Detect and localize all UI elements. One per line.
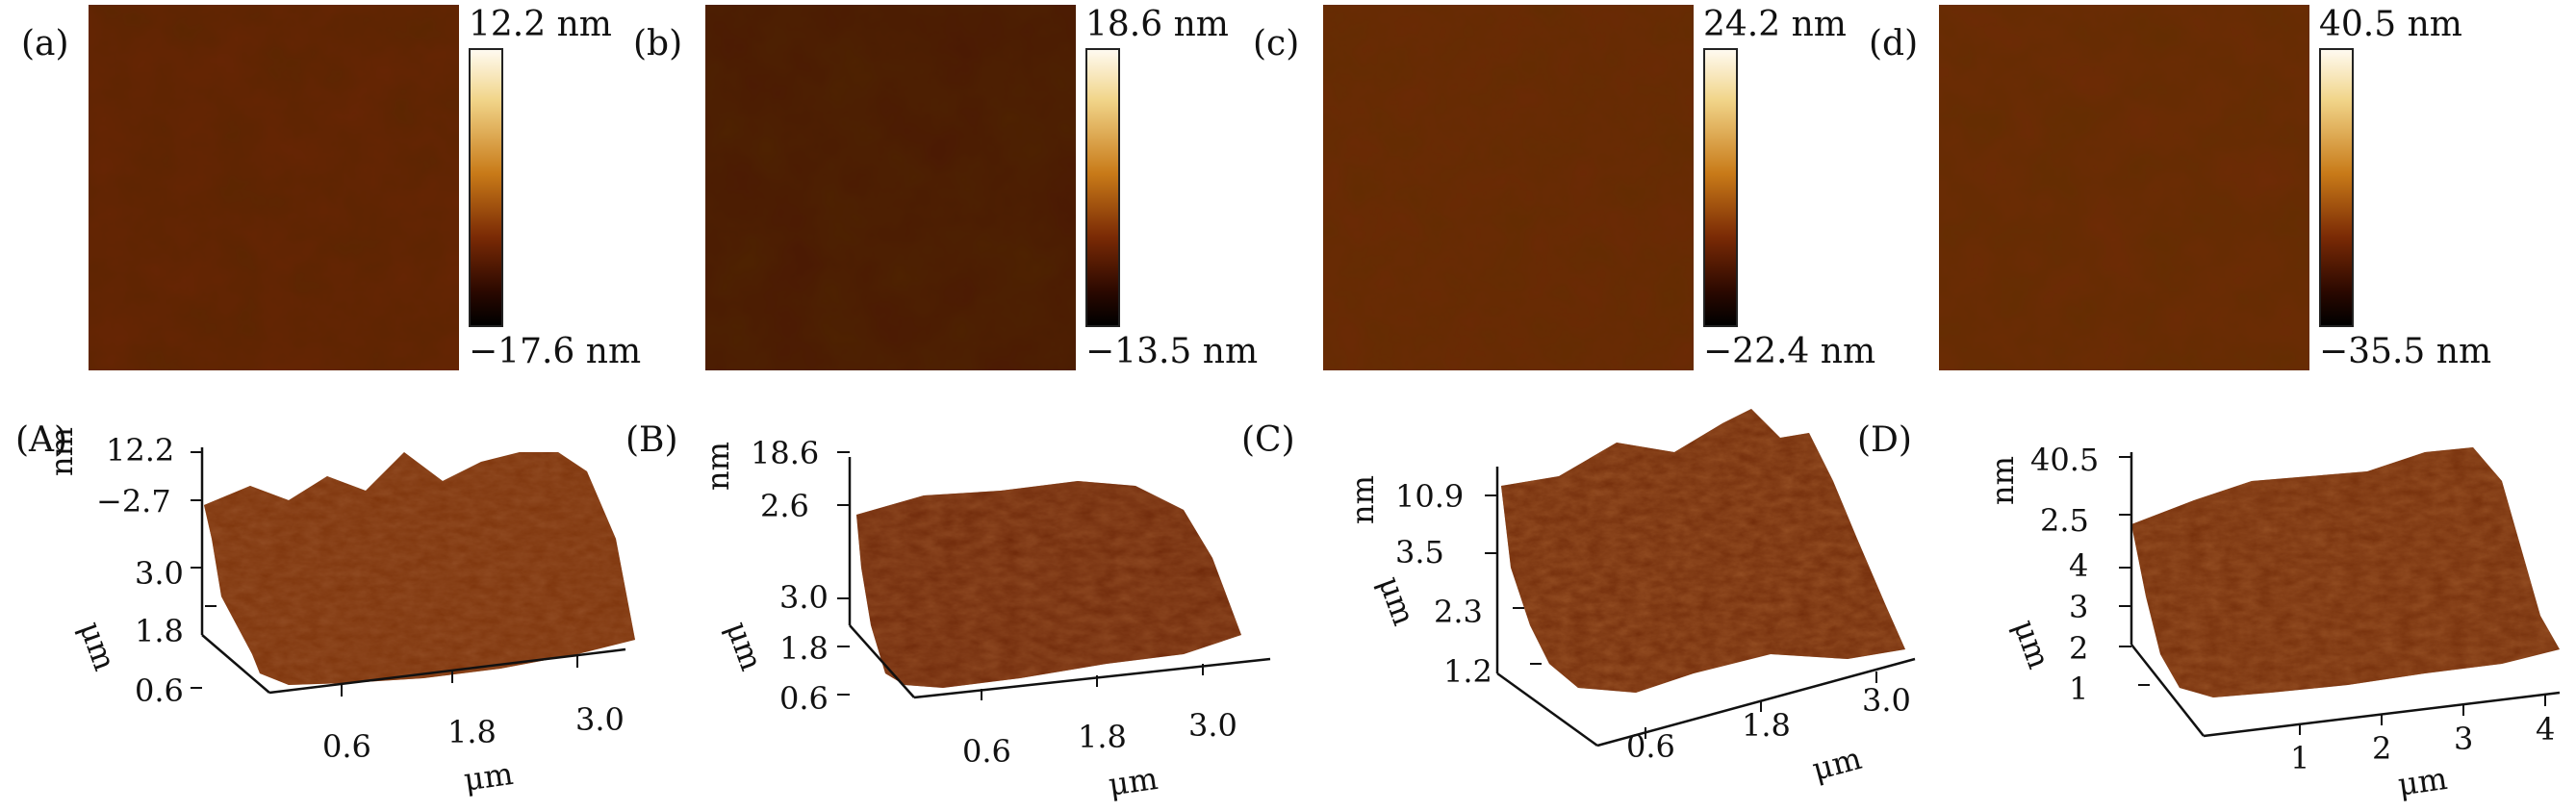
x-tick-C-2: 3.0 — [1862, 682, 1911, 719]
y-tick-D-2: 2 — [2069, 630, 2089, 667]
x-tick-D-0: 1 — [2290, 740, 2310, 776]
z-tick-A-0: 12.2 — [106, 432, 175, 469]
y-tick-B-2: 0.6 — [779, 680, 829, 717]
colorbar-a — [469, 48, 503, 327]
afm-height-map-a — [89, 5, 459, 370]
x-axis-title-D: μm — [2395, 759, 2450, 803]
x-tick-B-0: 0.6 — [962, 733, 1011, 770]
panel-label-C: (C) — [1241, 420, 1295, 460]
x-tick-D-2: 3 — [2454, 721, 2474, 757]
colorbar-max-c: 24.2 nm — [1703, 5, 1847, 44]
z-tick-C-1: 3.5 — [1395, 534, 1444, 570]
panel-label-a: (a) — [21, 24, 69, 63]
panel-label-d: (d) — [1869, 24, 1919, 63]
panel-label-A: (A) — [15, 420, 68, 460]
x-tick-A-0: 0.6 — [322, 728, 371, 765]
x-tick-A-1: 1.8 — [447, 714, 497, 750]
colorbar-max-d: 40.5 nm — [2319, 5, 2462, 44]
y-tick-A-2: 0.6 — [135, 672, 184, 709]
y-tick-A-0: 3.0 — [135, 555, 184, 592]
z-tick-C-0: 10.9 — [1395, 478, 1465, 515]
afm-height-map-b — [705, 5, 1076, 370]
colorbar-min-a: −17.6 nm — [469, 332, 642, 371]
y-tick-D-3: 1 — [2069, 671, 2089, 707]
z-tick-B-0: 18.6 — [751, 435, 820, 471]
afm-height-map-c — [1323, 5, 1694, 370]
x-tick-C-0: 0.6 — [1626, 728, 1675, 765]
x-tick-D-1: 2 — [2372, 730, 2392, 767]
x-tick-D-3: 4 — [2536, 711, 2556, 748]
y-tick-D-1: 3 — [2069, 589, 2089, 625]
panel-label-c: (c) — [1253, 24, 1300, 63]
y-tick-C-0: 2.3 — [1434, 594, 1483, 630]
afm-height-map-d — [1939, 5, 2309, 370]
panel-label-b: (b) — [633, 24, 683, 63]
y-tick-C-1: 1.2 — [1443, 653, 1492, 690]
z-tick-D-0: 40.5 — [2030, 442, 2100, 478]
colorbar-min-d: −35.5 nm — [2319, 332, 2492, 371]
y-tick-B-0: 3.0 — [779, 579, 829, 616]
colorbar-min-c: −22.4 nm — [1703, 332, 1876, 371]
x-tick-B-1: 1.8 — [1078, 719, 1127, 755]
z-tick-B-1: 2.6 — [760, 488, 809, 524]
colorbar-min-b: −13.5 nm — [1085, 332, 1259, 371]
x-tick-B-2: 3.0 — [1188, 707, 1237, 744]
y-tick-A-1: 1.8 — [135, 613, 184, 649]
colorbar-max-b: 18.6 nm — [1085, 5, 1229, 44]
colorbar-d — [2319, 48, 2354, 327]
z-tick-A-1: −2.7 — [96, 483, 171, 520]
y-tick-B-1: 1.8 — [779, 630, 829, 667]
colorbar-c — [1703, 48, 1738, 327]
colorbar-max-a: 12.2 nm — [469, 5, 612, 44]
z-axis-title-D: nm — [1984, 456, 2021, 505]
panel-label-D: (D) — [1857, 420, 1912, 460]
x-tick-A-2: 3.0 — [575, 701, 625, 738]
z-tick-D-1: 2.5 — [2040, 502, 2089, 539]
panel-label-B: (B) — [625, 420, 678, 460]
y-tick-D-0: 4 — [2069, 547, 2089, 584]
colorbar-b — [1085, 48, 1120, 327]
x-tick-C-1: 1.8 — [1742, 707, 1791, 744]
